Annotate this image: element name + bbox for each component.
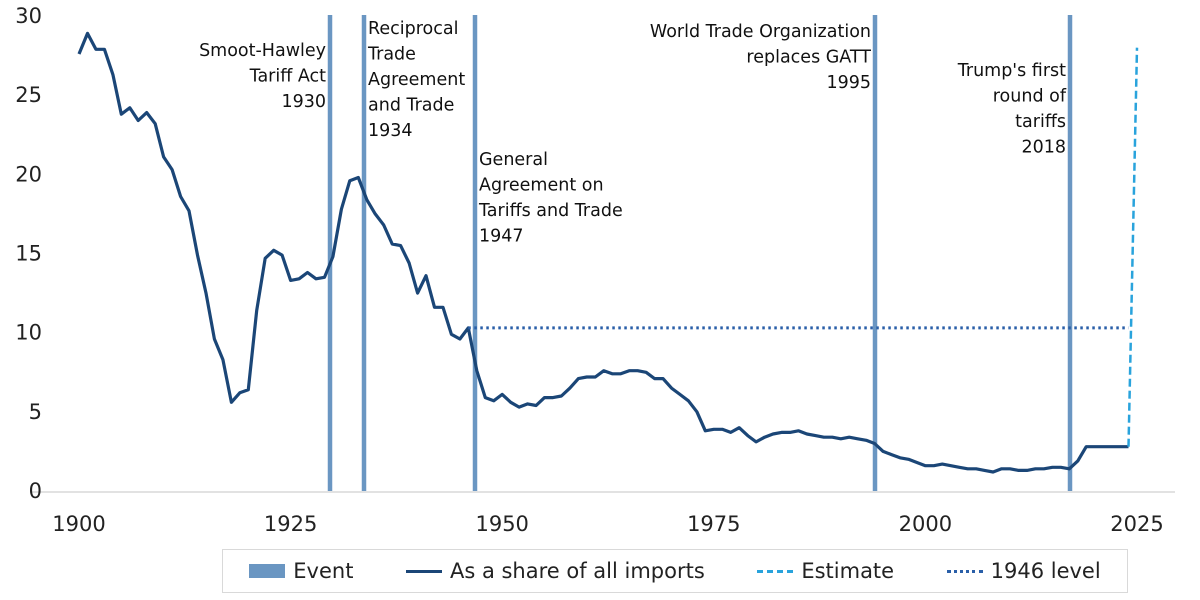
event-label: Trump's first (957, 61, 1066, 81)
legend-swatch-estimate (757, 569, 794, 573)
legend-label: 1946 level (990, 559, 1101, 583)
event-label: and Trade (368, 96, 454, 116)
legend-1946-level: 1946 level (946, 559, 1101, 583)
legend-label: Estimate (801, 559, 895, 583)
y-tick-label: 0 (29, 479, 42, 503)
event-label: 1995 (826, 73, 871, 93)
x-tick-label: 1925 (264, 512, 317, 536)
legend-share: As a share of all imports (405, 559, 705, 583)
y-tick-label: 10 (15, 321, 42, 345)
legend-label: Event (293, 559, 354, 583)
legend-estimate: Estimate (757, 559, 894, 583)
event-label: 1930 (281, 92, 326, 112)
event-label: General (479, 150, 548, 170)
event-label: round of (993, 87, 1067, 107)
legend-swatch-1946 (946, 569, 983, 573)
event-label: 1934 (368, 121, 413, 141)
event-label: 1947 (479, 227, 524, 247)
x-tick-label: 1900 (52, 512, 105, 536)
event-label: tariffs (1015, 112, 1066, 132)
event-label: replaces GATT (746, 48, 871, 68)
event-label: Trade (367, 45, 416, 65)
series-line-dashed (1127, 47, 1139, 447)
event-label: Reciprocal (368, 19, 458, 39)
event-label: Smoot-Hawley (199, 41, 326, 61)
x-tick-label: 1975 (687, 512, 740, 536)
legend-swatch-event (249, 564, 286, 578)
event-label: Tariff Act (249, 67, 326, 87)
y-tick-label: 25 (15, 83, 42, 107)
x-tick-label: 1950 (475, 512, 528, 536)
legend-swatch-share (405, 569, 442, 573)
legend-label: As a share of all imports (449, 559, 705, 583)
y-tick-label: 20 (15, 162, 42, 186)
legend: Event As a share of all imports Estimate… (222, 549, 1128, 593)
series-line-solid (77, 31, 1129, 474)
y-tick-label: 15 (15, 242, 42, 266)
legend-event: Event (249, 559, 353, 583)
y-tick-label: 30 (15, 4, 42, 28)
event-label: Tariffs and Trade (478, 201, 623, 221)
event-label: Agreement on (479, 176, 604, 196)
event-label: 2018 (1021, 138, 1066, 158)
event-label: Agreement (368, 70, 465, 90)
y-tick-label: 5 (29, 400, 42, 424)
x-tick-label: 2025 (1110, 512, 1163, 536)
event-label: World Trade Organization (650, 22, 871, 42)
x-tick-label: 2000 (899, 512, 952, 536)
